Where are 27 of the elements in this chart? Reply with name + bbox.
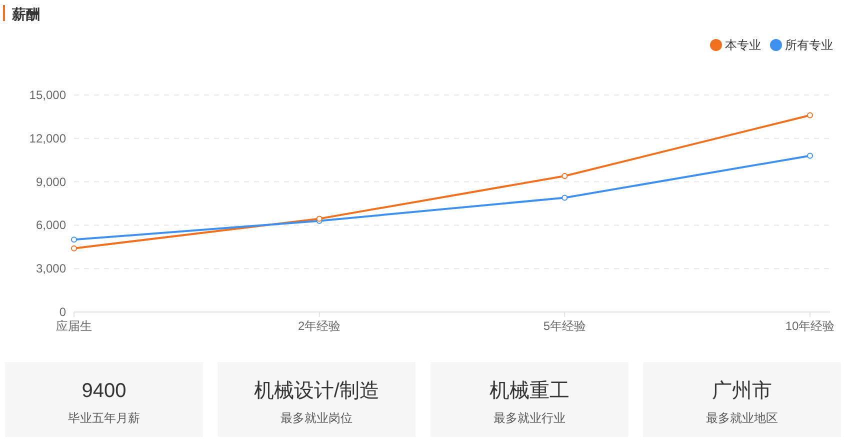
text: 广州市 (712, 380, 772, 402)
legend-label: 所有专业 (785, 38, 833, 52)
text: 机械设计/制造 (254, 380, 380, 402)
y-tick-label: 12,000 (29, 131, 66, 146)
point (71, 236, 77, 243)
text: 9400 (82, 380, 126, 402)
x-tick-label: 应届生 (56, 319, 92, 333)
y-tick-label: 3,000 (36, 262, 66, 276)
x-tick-label: 5年经验 (543, 319, 586, 333)
text: 最多就业行业 (493, 411, 566, 425)
point (562, 173, 568, 180)
text: 毕业五年月薪 (68, 411, 140, 425)
y-tick-label: 15,000 (29, 88, 66, 102)
chart-title: 薪酬 (11, 6, 40, 22)
point (807, 152, 813, 159)
legend-label: 本专业 (725, 38, 761, 52)
point (71, 245, 77, 252)
y-tick-label: 0 (59, 305, 66, 319)
y-tick-label: 9,000 (36, 174, 66, 189)
point (807, 112, 813, 118)
x-tick-label: 2年经验 (298, 319, 341, 333)
text: 机械重工 (489, 380, 570, 402)
y-tick-label: 6,000 (36, 218, 66, 232)
text: 最多就业岗位 (280, 411, 353, 425)
text: 最多就业地区 (706, 411, 778, 425)
x-tick-label: 10年经验 (785, 319, 835, 333)
point (562, 194, 568, 201)
